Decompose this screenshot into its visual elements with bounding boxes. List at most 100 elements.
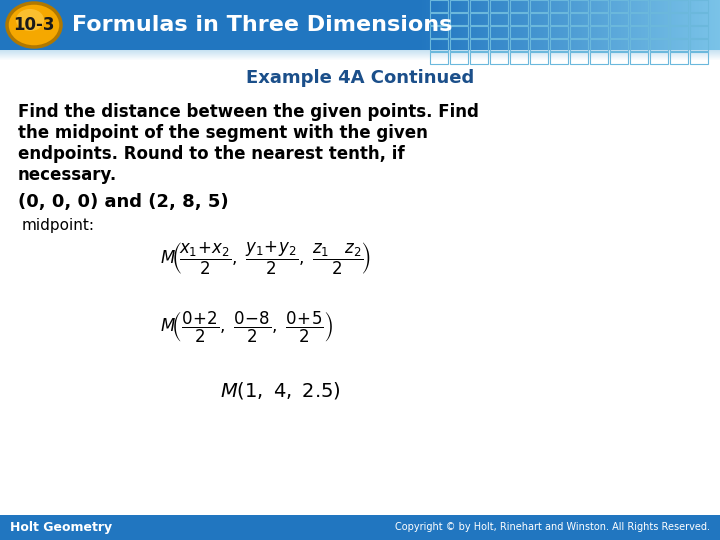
Bar xyxy=(586,0,587,50)
Bar xyxy=(583,0,584,50)
Bar xyxy=(531,0,532,50)
Bar xyxy=(707,0,708,50)
Text: 10-3: 10-3 xyxy=(13,16,55,34)
Bar xyxy=(690,0,691,50)
Bar xyxy=(0,52,720,53)
Bar xyxy=(518,0,519,50)
Bar xyxy=(0,54,720,55)
Bar xyxy=(452,0,453,50)
Bar xyxy=(719,0,720,50)
Text: $M(1,\ 4,\ 2.5)$: $M(1,\ 4,\ 2.5)$ xyxy=(220,380,341,401)
Bar xyxy=(717,0,718,50)
Bar xyxy=(672,0,673,50)
Bar xyxy=(434,0,435,50)
Bar xyxy=(590,0,591,50)
Bar xyxy=(662,0,663,50)
Bar xyxy=(490,0,491,50)
Bar xyxy=(512,0,513,50)
Bar xyxy=(573,0,574,50)
Bar xyxy=(486,0,487,50)
Bar xyxy=(580,0,581,50)
Bar xyxy=(471,0,472,50)
Bar xyxy=(604,0,605,50)
Text: $M\!\left(\dfrac{0\!+\!2}{2},\ \dfrac{0\!-\!8}{2},\ \dfrac{0\!+\!5}{2}\right)$: $M\!\left(\dfrac{0\!+\!2}{2},\ \dfrac{0\… xyxy=(160,310,333,345)
Bar xyxy=(528,0,529,50)
Bar xyxy=(534,0,535,50)
Bar xyxy=(652,0,653,50)
Bar xyxy=(491,0,492,50)
Bar xyxy=(535,0,536,50)
Bar xyxy=(429,0,430,50)
Bar xyxy=(432,0,433,50)
Bar xyxy=(718,0,719,50)
Bar xyxy=(475,0,476,50)
Bar xyxy=(551,0,552,50)
Bar xyxy=(617,0,618,50)
Bar xyxy=(450,0,451,50)
Bar xyxy=(655,0,656,50)
Bar xyxy=(444,0,445,50)
Text: endpoints. Round to the nearest tenth, if: endpoints. Round to the nearest tenth, i… xyxy=(18,145,405,163)
Bar xyxy=(582,0,583,50)
Bar xyxy=(613,0,614,50)
Bar xyxy=(678,0,679,50)
Bar xyxy=(670,0,671,50)
Bar xyxy=(598,0,599,50)
Bar xyxy=(461,0,462,50)
Bar xyxy=(522,0,523,50)
Bar xyxy=(476,0,477,50)
Text: $M\!\left(\!\dfrac{x_1\!+\!x_2}{2},\ \dfrac{y_1\!+\!y_2}{2},\ \dfrac{z_1\quad z_: $M\!\left(\!\dfrac{x_1\!+\!x_2}{2},\ \df… xyxy=(160,240,372,277)
Bar xyxy=(473,0,474,50)
Bar xyxy=(436,0,437,50)
Bar xyxy=(421,0,422,50)
Bar xyxy=(481,0,482,50)
Bar xyxy=(648,0,649,50)
Bar xyxy=(563,0,564,50)
Bar xyxy=(443,0,444,50)
Bar xyxy=(641,0,642,50)
Bar xyxy=(502,0,503,50)
Bar xyxy=(603,0,604,50)
Bar xyxy=(623,0,624,50)
Bar xyxy=(572,0,573,50)
Bar xyxy=(682,0,683,50)
FancyBboxPatch shape xyxy=(0,0,720,50)
Bar xyxy=(584,0,585,50)
Bar xyxy=(651,0,652,50)
Text: midpoint:: midpoint: xyxy=(22,218,95,233)
Bar xyxy=(575,0,576,50)
Bar xyxy=(567,0,568,50)
Bar xyxy=(642,0,643,50)
Bar xyxy=(692,0,693,50)
Bar xyxy=(602,0,603,50)
Bar xyxy=(627,0,628,50)
Bar xyxy=(440,0,441,50)
Bar xyxy=(420,0,421,50)
Bar xyxy=(606,0,607,50)
Bar xyxy=(674,0,675,50)
Bar xyxy=(546,0,547,50)
Bar xyxy=(688,0,689,50)
Bar xyxy=(423,0,424,50)
Bar xyxy=(645,0,646,50)
Bar xyxy=(605,0,606,50)
Bar xyxy=(579,0,580,50)
Bar xyxy=(454,0,455,50)
Bar xyxy=(709,0,710,50)
Bar xyxy=(698,0,699,50)
Bar xyxy=(530,0,531,50)
Bar xyxy=(487,0,488,50)
Bar xyxy=(428,0,429,50)
Bar xyxy=(548,0,549,50)
Bar xyxy=(554,0,555,50)
Bar xyxy=(665,0,666,50)
Bar xyxy=(464,0,465,50)
Bar xyxy=(526,0,527,50)
Bar xyxy=(679,0,680,50)
Bar xyxy=(488,0,489,50)
Bar xyxy=(516,0,517,50)
Bar xyxy=(578,0,579,50)
Bar xyxy=(558,0,559,50)
Bar xyxy=(427,0,428,50)
Text: Find the distance between the given points. Find: Find the distance between the given poin… xyxy=(18,103,479,121)
